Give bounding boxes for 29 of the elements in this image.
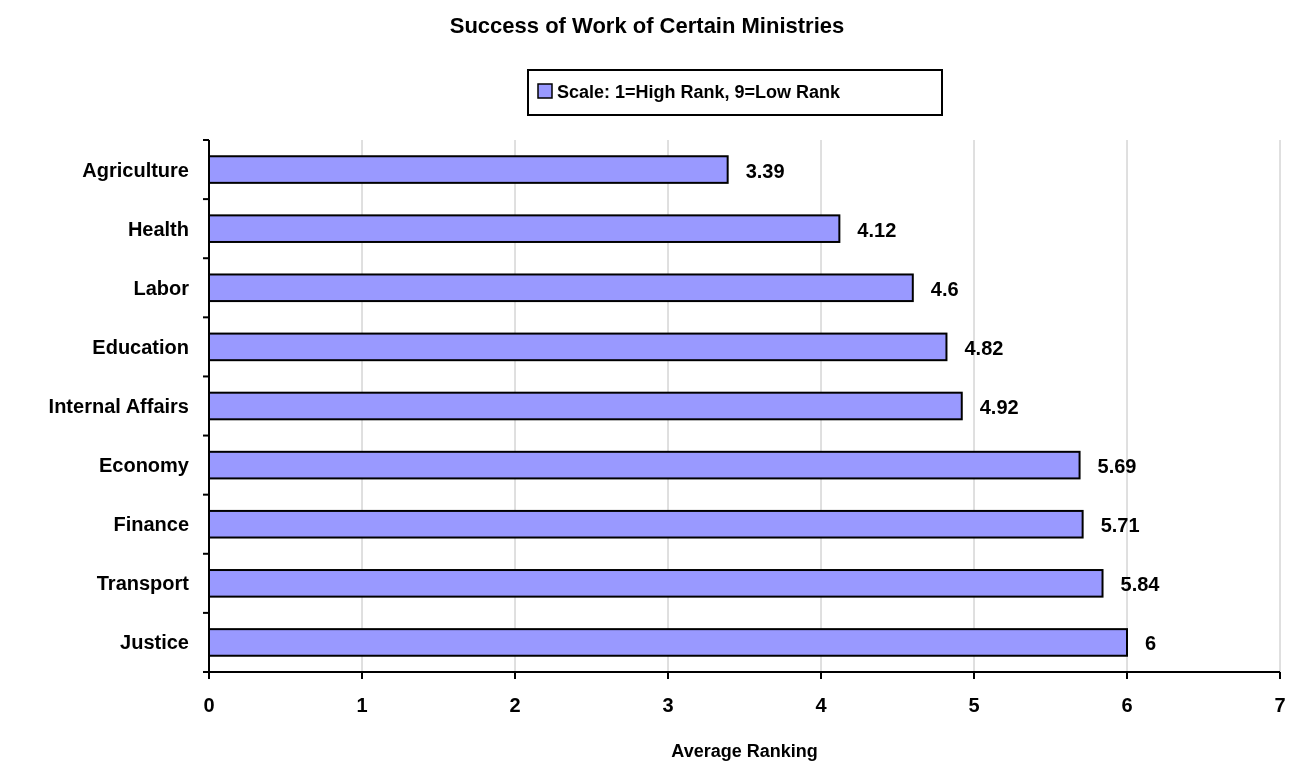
data-label: 6: [1145, 632, 1157, 655]
y-tick-label: Justice: [120, 631, 189, 654]
y-tick-label: Health: [127, 217, 189, 240]
y-tick-label: Transport: [96, 572, 190, 595]
data-label: 4.6: [930, 277, 959, 300]
x-tick-label: 4: [815, 694, 828, 716]
x-tick-label: 2: [509, 694, 521, 716]
legend-label: Scale: 1=High Rank, 9=Low Rank: [557, 82, 842, 102]
y-tick-label: Economy: [98, 454, 190, 477]
data-label: 4.12: [857, 218, 897, 241]
data-label: 4.82: [964, 336, 1004, 359]
y-tick-label: Agriculture: [82, 158, 189, 181]
data-label: 5.69: [1097, 455, 1137, 478]
x-axis-title: Average Ranking: [671, 741, 818, 761]
data-label: 5.84: [1120, 573, 1161, 596]
y-tick-label: Education: [92, 335, 189, 358]
data-label: 3.39: [745, 159, 785, 182]
x-tick-label: 6: [1121, 694, 1133, 716]
x-tick-label: 0: [203, 694, 215, 716]
y-tick-label: Finance: [113, 513, 189, 536]
x-tick-label: 3: [662, 694, 674, 716]
data-label: 4.92: [979, 396, 1019, 418]
chart-title: Success of Work of Certain Ministries: [449, 13, 845, 38]
x-tick-label: 5: [968, 694, 980, 716]
x-tick-label: 1: [356, 694, 368, 716]
data-label: 5.71: [1100, 514, 1140, 537]
x-tick-label: 7: [1274, 694, 1286, 716]
y-tick-label: Labor: [133, 276, 190, 299]
y-tick-label: Internal Affairs: [48, 395, 189, 417]
